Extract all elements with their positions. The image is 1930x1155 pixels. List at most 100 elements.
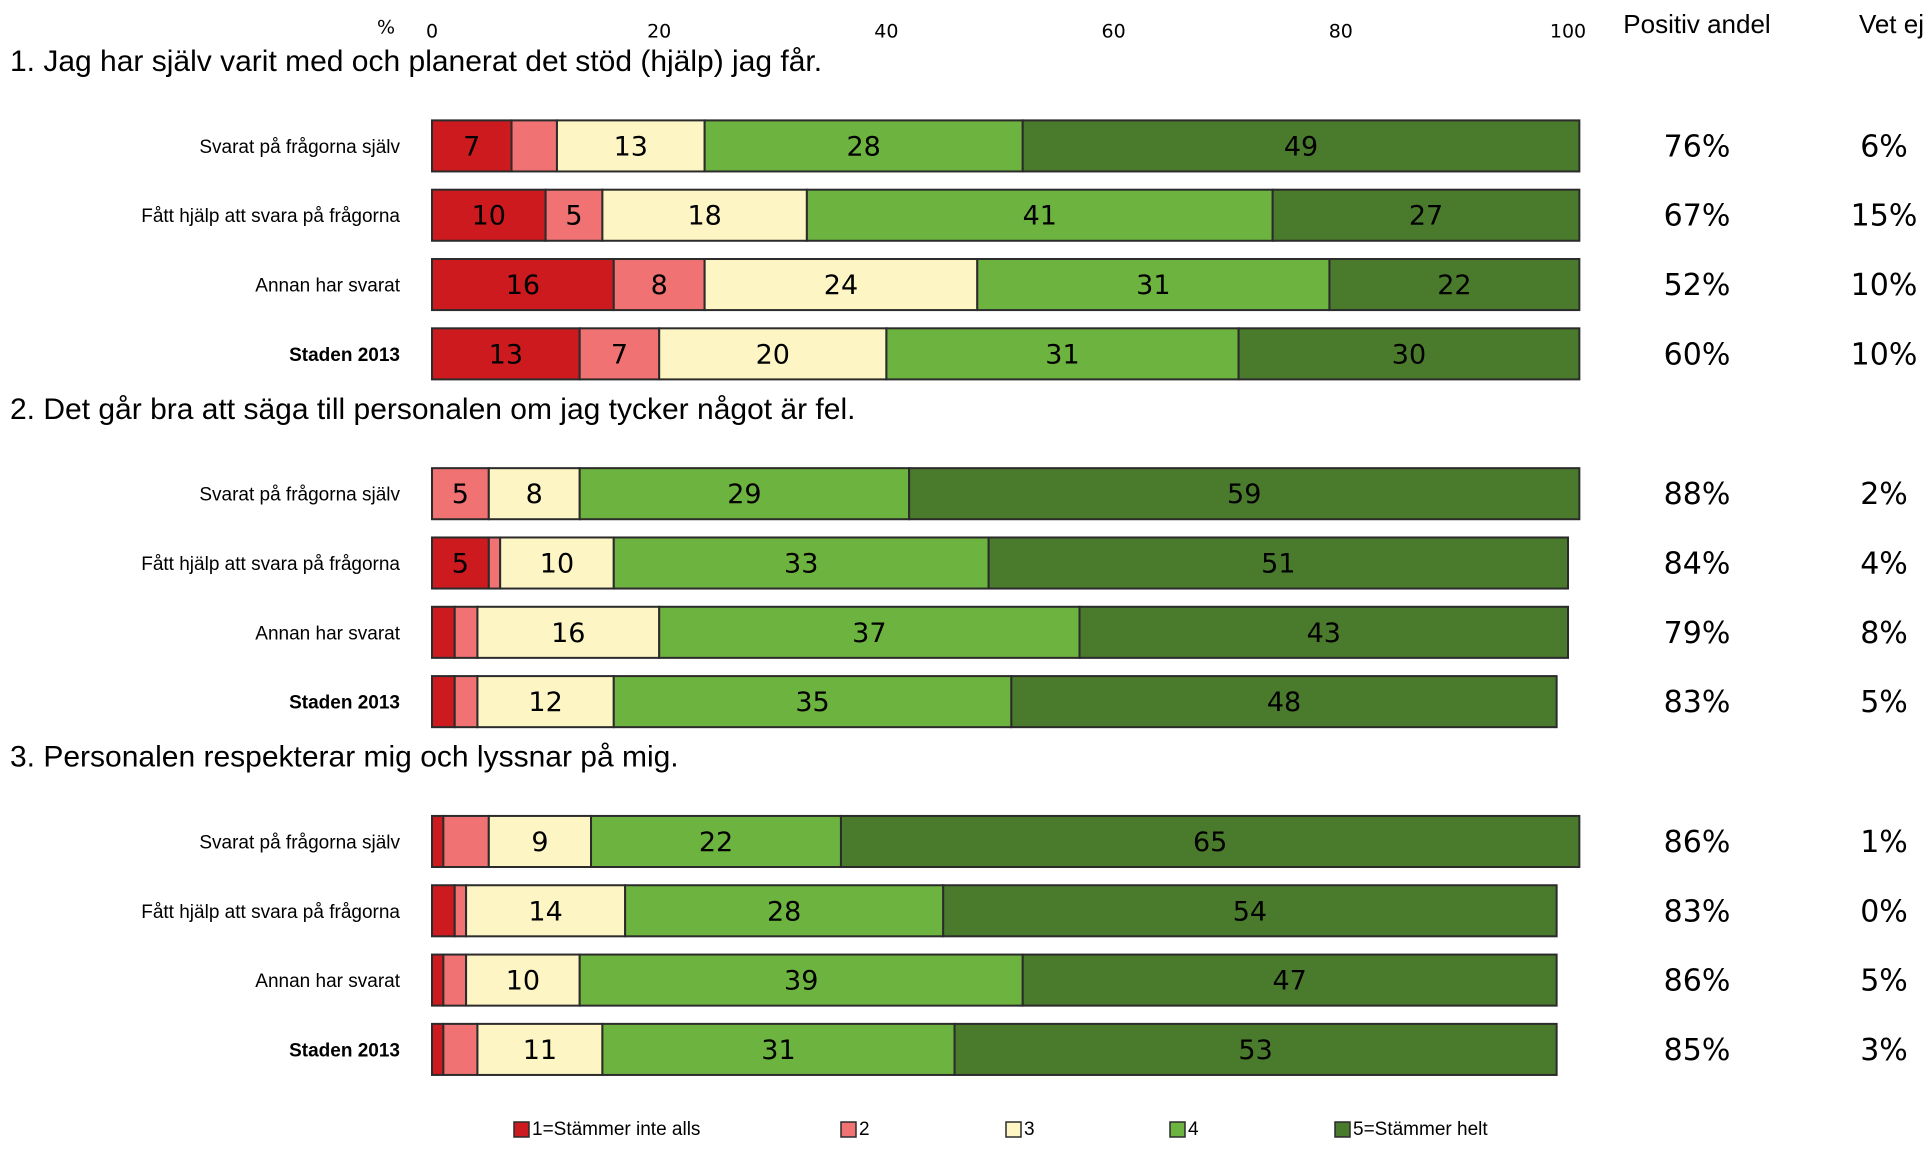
segment-label: 31 (761, 1035, 795, 1066)
column-value: 15% (1851, 199, 1918, 234)
segment-label: 13 (614, 131, 648, 162)
bar-segment (431, 467, 490, 521)
segment-label: 7 (611, 339, 628, 370)
legend-swatch (1334, 1121, 1351, 1138)
segment-label: 31 (1136, 270, 1170, 301)
bar-segment (431, 1022, 445, 1076)
bar-segment (624, 884, 945, 938)
segment-label: 5 (452, 479, 469, 510)
column-value: 60% (1664, 337, 1731, 372)
bar-segment (465, 884, 627, 938)
bar-segment (885, 327, 1240, 381)
segment-label: 51 (1261, 549, 1295, 580)
segment-label: 41 (1023, 201, 1057, 232)
category-label: Annan har svarat (255, 623, 400, 644)
segment-label: 28 (847, 131, 881, 162)
bar-segment (908, 467, 1581, 521)
bar-segment (431, 814, 445, 869)
bar-segment (590, 814, 842, 869)
x-tick-label: 80 (1329, 21, 1353, 43)
segment-label: 9 (531, 827, 548, 858)
bar-segment (703, 119, 1024, 173)
bar-segment (487, 536, 502, 590)
bar-segment (431, 675, 456, 729)
legend-swatch (1169, 1121, 1186, 1138)
legend-label: 5=Stämmer helt (1353, 1119, 1488, 1140)
column-value: 67% (1664, 199, 1731, 234)
legend-swatch (1005, 1121, 1022, 1138)
bar-segment (487, 467, 581, 521)
segment-label: 24 (824, 270, 858, 301)
segment-label: 35 (795, 687, 829, 718)
segment-label: 13 (489, 339, 523, 370)
bar-segment (805, 188, 1274, 242)
bar-segment (431, 953, 445, 1007)
column-value: 86% (1664, 964, 1731, 999)
category-label: Staden 2013 (289, 345, 400, 366)
segment-label: 10 (506, 966, 540, 997)
bar-segment (658, 327, 888, 381)
column-value: 4% (1860, 547, 1908, 582)
segment-label: 43 (1307, 618, 1341, 649)
bar-segment (1078, 605, 1570, 659)
segment-label: 65 (1193, 827, 1227, 858)
column-value: 10% (1851, 268, 1918, 303)
category-label: Staden 2013 (289, 693, 400, 714)
bar-segment (578, 467, 911, 521)
column-value: 86% (1664, 825, 1731, 860)
segment-label: 10 (540, 549, 574, 580)
column-value: 84% (1664, 547, 1731, 582)
category-label: Svarat på frågorna själv (199, 832, 400, 853)
x-tick-label: 0 (426, 21, 438, 43)
x-tick-label: 20 (647, 21, 671, 43)
x-tick-label: 100 (1550, 21, 1586, 43)
segment-label: 5 (565, 201, 582, 232)
group-title: 3. Personalen respekterar mig och lyssna… (10, 741, 679, 774)
segment-label: 59 (1227, 479, 1261, 510)
bar-segment (453, 605, 479, 659)
segment-label: 54 (1233, 896, 1267, 927)
bar-segment (431, 119, 513, 173)
segment-label: 39 (784, 966, 818, 997)
column-value: 52% (1664, 268, 1731, 303)
bar-segment (658, 605, 1081, 659)
segment-label: 27 (1409, 201, 1443, 232)
segment-label: 8 (651, 270, 668, 301)
segment-label: 5 (452, 549, 469, 580)
x-tick-label: 60 (1102, 21, 1126, 43)
x-tick-label: 40 (874, 21, 898, 43)
bar-segment (453, 884, 468, 938)
category-label: Fått hjälp att svara på frågorna (141, 902, 400, 923)
bar-segment (476, 605, 661, 659)
column-value: 83% (1664, 894, 1731, 929)
category-label: Annan har svarat (255, 971, 400, 992)
column-value: 1% (1860, 825, 1908, 860)
column-value: 10% (1851, 337, 1918, 372)
segment-label: 53 (1238, 1035, 1272, 1066)
column-value: 8% (1860, 616, 1908, 651)
legend-label: 3 (1024, 1119, 1035, 1140)
bar-segment (1021, 119, 1581, 173)
column-header: Vet ej (1859, 9, 1924, 39)
segment-label: 11 (523, 1035, 557, 1066)
segment-label: 29 (727, 479, 761, 510)
segment-label: 47 (1273, 966, 1307, 997)
category-label: Svarat på frågorna själv (199, 137, 400, 158)
column-value: 0% (1860, 894, 1908, 929)
column-value: 79% (1664, 616, 1731, 651)
category-label: Fått hjälp att svara på frågorna (141, 554, 400, 575)
column-value: 88% (1664, 477, 1731, 512)
bar-segment (431, 258, 615, 312)
legend-label: 2 (859, 1119, 870, 1140)
segment-label: 7 (463, 131, 480, 162)
category-label: Staden 2013 (289, 1040, 400, 1061)
bar-segment (510, 119, 558, 173)
column-value: 3% (1860, 1033, 1908, 1068)
bar-segment (1010, 675, 1558, 729)
bar-segment (465, 953, 581, 1007)
bar-segment (431, 605, 456, 659)
segment-label: 10 (472, 201, 506, 232)
segment-label: 8 (526, 479, 543, 510)
group-title: 1. Jag har själv varit med och planerat … (10, 45, 822, 78)
segment-label: 22 (1437, 270, 1471, 301)
